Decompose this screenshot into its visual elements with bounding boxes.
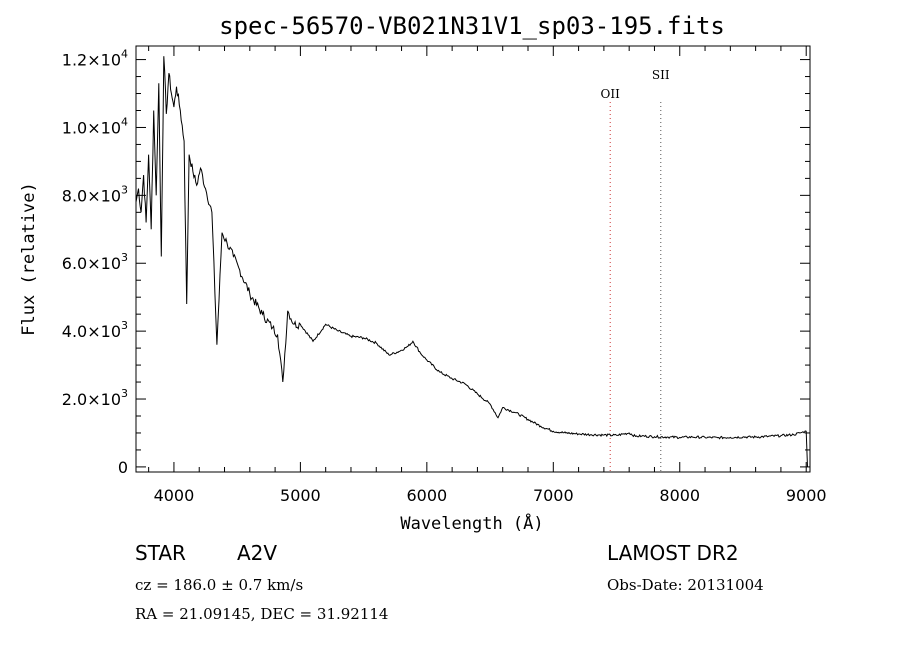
y-tick-label: 4.0×103	[62, 319, 128, 341]
redshift-cz: cz = 186.0 ± 0.7 km/s	[135, 576, 304, 594]
emission-line-label: OII	[601, 87, 621, 101]
x-tick-label: 8000	[659, 486, 700, 505]
coordinates: RA = 21.09145, DEC = 31.92114	[135, 605, 389, 623]
observation-date: Obs-Date: 20131004	[607, 576, 764, 594]
x-tick-label: 9000	[786, 486, 827, 505]
subclass: A2V	[237, 541, 278, 565]
spectrum-line	[135, 56, 808, 467]
y-tick-label: 2.0×103	[62, 387, 128, 409]
chart-title: spec-56570-VB021N31V1_sp03-195.fits	[219, 12, 725, 40]
x-axis-label: Wavelength (Å)	[400, 512, 543, 534]
emission-line-label: SII	[652, 68, 670, 82]
x-tick-labels: 4000 5000 6000 7000 8000 9000	[154, 486, 827, 505]
y-axis-label: Flux (relative)	[19, 182, 39, 336]
y-tick-label: 8.0×103	[62, 183, 128, 205]
y-tick-label: 0	[118, 458, 128, 477]
x-tick-label: 4000	[154, 486, 195, 505]
x-tick-label: 6000	[406, 486, 447, 505]
y-tick-label: 1.0×104	[62, 115, 128, 137]
plot-frame	[135, 45, 811, 473]
y-tick-label: 1.2×104	[62, 48, 128, 70]
y-tick-labels: 0 2.0×103 4.0×103 6.0×103 8.0×103 1.0×104 1.2×…	[62, 48, 128, 477]
x-tick-label: 5000	[280, 486, 321, 505]
axis-ticks	[136, 46, 810, 472]
object-class: STAR	[135, 541, 186, 565]
emission-lines: OII SII	[601, 68, 670, 472]
survey-name: LAMOST DR2	[607, 541, 739, 565]
y-tick-label: 6.0×103	[62, 251, 128, 273]
x-tick-label: 7000	[533, 486, 574, 505]
